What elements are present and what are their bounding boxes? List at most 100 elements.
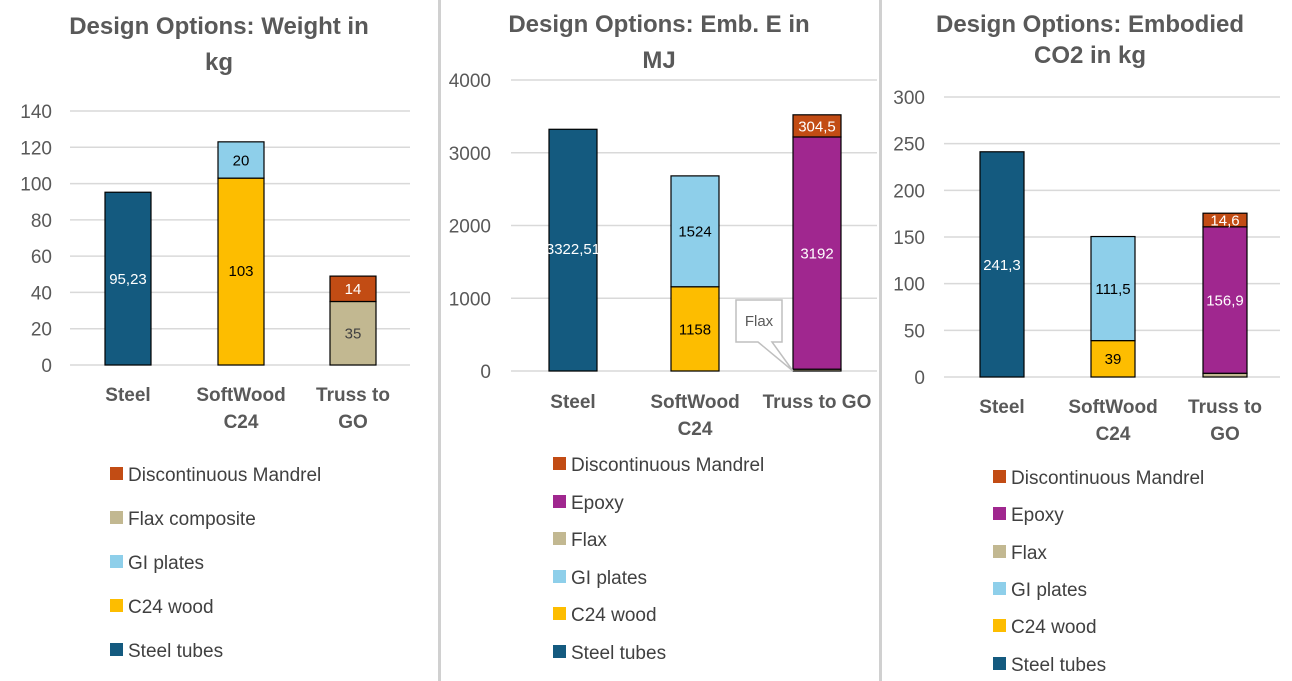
chart-title: Design Options: Emb. E in — [508, 11, 809, 38]
y-tick-label: 0 — [480, 362, 491, 383]
x-tick-label: Truss to — [1188, 397, 1262, 418]
x-tick-label: SoftWood — [650, 392, 739, 413]
x-tick-label: Steel — [550, 392, 595, 413]
legend-label: Steel tubes — [128, 641, 223, 662]
x-tick-label: Steel — [979, 397, 1024, 418]
y-tick-label: 200 — [893, 181, 925, 202]
legend-label: GI plates — [1011, 580, 1087, 601]
bar-segment-discontinuous-mandrel — [1202, 212, 1248, 228]
y-tick-label: 250 — [893, 135, 925, 156]
x-tick-label: C24 — [678, 419, 713, 440]
legend-label: Discontinuous Mandrel — [128, 465, 321, 486]
data-label: 3192 — [800, 245, 833, 262]
legend-label: GI plates — [128, 553, 204, 574]
bar-segment-epoxy — [792, 136, 842, 370]
y-tick-label: 4000 — [449, 71, 491, 92]
chart-title: Design Options: Embodied — [936, 11, 1244, 38]
data-label: 111,5 — [1095, 281, 1130, 298]
legend-swatch-discontinuous-mandrel — [553, 457, 566, 470]
legend-swatch-steel-tubes — [110, 643, 123, 656]
bar-segment-c24-wood — [217, 177, 265, 366]
bar-segment-discontinuous-mandrel — [329, 275, 377, 303]
data-label: 35 — [345, 326, 362, 343]
x-tick-label: Steel — [105, 385, 150, 406]
legend-label: Epoxy — [571, 493, 624, 514]
legend-label: Discontinuous Mandrel — [1011, 468, 1204, 489]
x-tick-label: Truss to — [316, 385, 390, 406]
legend-label: C24 wood — [1011, 617, 1097, 638]
x-tick-label: SoftWood — [196, 385, 285, 406]
y-tick-label: 100 — [893, 275, 925, 296]
legend-swatch-flax-composite — [110, 511, 123, 524]
legend-swatch-steel-tubes — [553, 645, 566, 658]
chart-title: CO2 in kg — [1034, 42, 1146, 69]
y-tick-label: 0 — [914, 368, 925, 389]
legend-label: C24 wood — [128, 597, 214, 618]
data-label: 14 — [345, 281, 362, 298]
y-tick-label: 1000 — [449, 289, 491, 310]
y-tick-label: 140 — [20, 102, 52, 123]
legend-swatch-epoxy — [993, 507, 1006, 520]
bar-segment-gi-plates — [217, 141, 265, 179]
y-tick-label: 2000 — [449, 217, 491, 238]
legend-label: Flax composite — [128, 509, 256, 530]
legend-label: Flax — [571, 530, 607, 551]
y-tick-label: 300 — [893, 88, 925, 109]
y-tick-label: 100 — [20, 175, 52, 196]
x-tick-label: GO — [338, 412, 368, 433]
embodied-energy-chart: Design Options: Emb. E in MJ 0 1000 2000 3000… — [449, 11, 877, 664]
data-label: 1524 — [678, 224, 711, 241]
y-tick-label: 3000 — [449, 144, 491, 165]
legend-label: Discontinuous Mandrel — [571, 455, 764, 476]
data-label: 103 — [228, 263, 253, 280]
y-tick-label: 50 — [904, 321, 925, 342]
y-tick-label: 150 — [893, 228, 925, 249]
annotation-callout — [735, 299, 794, 372]
bar-segment-gi-plates — [1090, 235, 1136, 342]
x-tick-label: C24 — [224, 412, 259, 433]
annotation-label: Flax — [745, 313, 774, 330]
legend-swatch-c24-wood — [553, 607, 566, 620]
x-tick-label: GO — [1210, 424, 1240, 445]
data-label: 3322,51 — [546, 241, 600, 258]
legend-label: Steel tubes — [571, 643, 666, 664]
chart-title: Design Options: Weight in — [69, 13, 369, 40]
legend-swatch-flax — [553, 532, 566, 545]
legend-swatch-discontinuous-mandrel — [993, 470, 1006, 483]
legend-swatch-discontinuous-mandrel — [110, 467, 123, 480]
legend-swatch-steel-tubes — [993, 657, 1006, 670]
x-tick-label: C24 — [1096, 424, 1131, 445]
y-tick-label: 60 — [31, 247, 52, 268]
y-tick-label: 120 — [20, 138, 52, 159]
data-label: 95,23 — [109, 271, 147, 288]
data-label: 20 — [233, 152, 250, 169]
bar-segment-steel-tubes — [979, 151, 1025, 378]
data-label: 14,6 — [1210, 212, 1239, 229]
data-label: 156,9 — [1206, 292, 1244, 309]
x-tick-label: SoftWood — [1068, 397, 1157, 418]
chart-title: kg — [205, 49, 233, 76]
bar-segment-epoxy — [1202, 226, 1248, 374]
legend-label: Flax — [1011, 543, 1047, 564]
legend-swatch-c24-wood — [993, 619, 1006, 632]
bar-segment-gi-plates — [670, 175, 720, 288]
legend-swatch-epoxy — [553, 495, 566, 508]
y-tick-label: 40 — [31, 283, 52, 304]
bar-segment-discontinuous-mandrel — [792, 114, 842, 138]
panel-divider — [879, 0, 882, 681]
weight-chart: Design Options: Weight in kg 0 20 40 60 80 100 1… — [20, 13, 410, 662]
data-label: 39 — [1105, 351, 1122, 368]
legend-swatch-gi-plates — [110, 555, 123, 568]
legend-label: C24 wood — [571, 605, 657, 626]
y-tick-label: 20 — [31, 320, 52, 341]
data-label: 241,3 — [983, 257, 1021, 274]
bar-segment-steel-tubes — [104, 191, 152, 366]
bar-segment-steel-tubes — [548, 128, 598, 372]
chart-title: MJ — [642, 47, 675, 74]
legend-swatch-gi-plates — [553, 570, 566, 583]
legend-swatch-flax — [993, 545, 1006, 558]
x-tick-label: Truss to GO — [763, 392, 872, 413]
y-tick-label: 0 — [41, 356, 52, 377]
y-tick-label: 80 — [31, 211, 52, 232]
